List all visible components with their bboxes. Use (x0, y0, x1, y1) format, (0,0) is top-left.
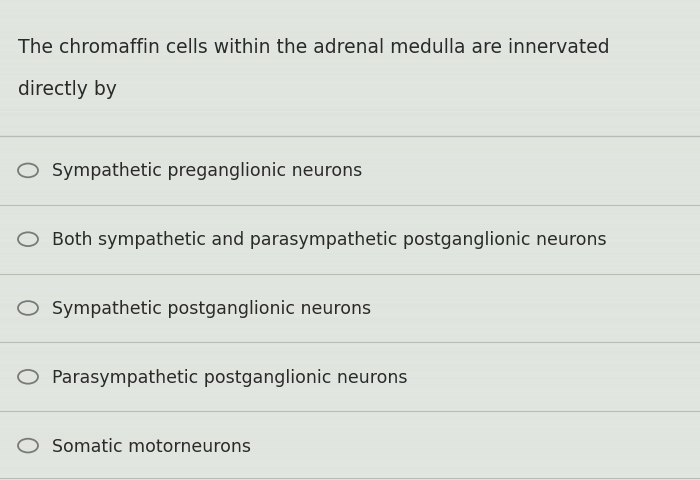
Text: Parasympathetic postganglionic neurons: Parasympathetic postganglionic neurons (52, 368, 407, 386)
Text: The chromaffin cells within the adrenal medulla are innervated: The chromaffin cells within the adrenal … (18, 38, 610, 57)
Text: Both sympathetic and parasympathetic postganglionic neurons: Both sympathetic and parasympathetic pos… (52, 231, 607, 249)
Text: Somatic motorneurons: Somatic motorneurons (52, 437, 251, 455)
Text: Sympathetic preganglionic neurons: Sympathetic preganglionic neurons (52, 162, 363, 180)
Text: Sympathetic postganglionic neurons: Sympathetic postganglionic neurons (52, 300, 371, 317)
Text: directly by: directly by (18, 80, 117, 99)
